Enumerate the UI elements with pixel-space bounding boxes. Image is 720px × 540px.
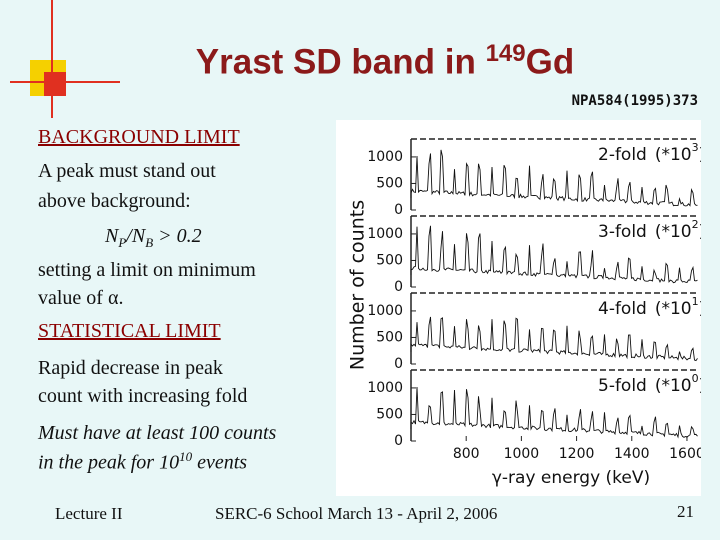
text-part: in the peak for (38, 451, 160, 474)
panel-label: 4-fold (*101) (598, 295, 701, 319)
x-tick-label: 1600 (669, 446, 701, 462)
text-line: A peak must stand out (38, 160, 216, 182)
panel-label-part: 1 (692, 295, 699, 308)
formula-sub: P (118, 235, 127, 250)
x-axis-label: γ-ray energy (keV) (492, 468, 650, 488)
y-tick-label: 0 (394, 356, 403, 372)
text-line: above background: (38, 190, 191, 212)
y-tick-label: 500 (376, 252, 403, 268)
panel-label-part: 4-fold (598, 299, 647, 319)
formula-part: > 0.2 (153, 225, 202, 247)
x-tick-label: 800 (453, 446, 480, 462)
text-sup: 10 (179, 449, 193, 464)
text-line: Must have at least 100 counts (38, 422, 277, 444)
title-text: Gd (525, 42, 575, 82)
title: Yrast SD band in 149Gd (0, 40, 720, 83)
panel-label-part: ) (699, 145, 701, 165)
panel-label-part: 0 (692, 372, 699, 385)
formula: NP/NB > 0.2 (105, 225, 202, 251)
panel-label-part: (*10 (655, 376, 692, 396)
y-tick-label: 1000 (367, 380, 403, 396)
formula-part: /N (126, 225, 146, 247)
formula-part: N (105, 225, 119, 247)
panel-label-part: 3 (692, 141, 699, 154)
decoration (10, 0, 120, 118)
text-part: events (192, 451, 248, 474)
panel-label-part: (*10 (655, 222, 692, 242)
heading: BACKGROUND LIMIT (38, 126, 240, 148)
panel-label-part: 2 (692, 218, 699, 231)
panel-label-part: (*10 (655, 299, 692, 319)
page-number: 21 (677, 502, 694, 521)
footer-text: Lecture II (55, 504, 123, 523)
panel-label: 5-fold (*100) (598, 372, 701, 396)
spectrum-trace (410, 225, 698, 284)
panel-label: 3-fold (*102) (598, 218, 701, 242)
y-axis-label: Number of counts (347, 200, 369, 370)
text-line: count with increasing fold (38, 385, 248, 407)
text-line: Rapid decrease in peak (38, 357, 223, 379)
y-tick-label: 500 (376, 406, 403, 422)
text-part: 10 (159, 451, 180, 474)
y-tick-label: 0 (394, 433, 403, 449)
y-tick-label: 1000 (367, 226, 403, 242)
title-text: Yrast SD band in (195, 42, 486, 82)
y-tick-label: 500 (376, 329, 403, 345)
panel-label-part: 5-fold (598, 376, 647, 396)
text-line: setting a limit on minimum (38, 259, 256, 281)
y-tick-label: 0 (394, 202, 403, 218)
x-tick-label: 1200 (559, 446, 595, 462)
panel-label-part: (*10 (655, 145, 692, 165)
x-tick-label: 1400 (614, 446, 650, 462)
panel-label-part: 2-fold (598, 145, 647, 165)
panel-label-part: ) (699, 376, 701, 396)
panel-label: 2-fold (*103) (598, 141, 701, 165)
y-tick-label: 1000 (367, 149, 403, 165)
panel-label-part: 3-fold (598, 222, 647, 242)
reference: NPA584(1995)373 (571, 93, 698, 109)
y-tick-label: 500 (376, 175, 403, 191)
spectrum-trace (410, 386, 698, 439)
text-line: in the peak for 1010 events (38, 449, 247, 475)
y-tick-label: 0 (394, 279, 403, 295)
panel-label-part: ) (699, 222, 701, 242)
y-tick-label: 1000 (367, 303, 403, 319)
formula-sub: B (145, 235, 154, 250)
spectrum-figure: Number of counts γ-ray energy (keV) 0 500… (336, 120, 701, 496)
title-superscript: 149 (485, 40, 526, 67)
heading: STATISTICAL LIMIT (38, 320, 221, 342)
footer-text: SERC-6 School March 13 - April 2, 2006 (215, 504, 498, 523)
deco-square (44, 72, 66, 96)
panel-label-part: ) (699, 299, 701, 319)
spectrum-trace (410, 316, 698, 362)
text-line: value of α. (38, 287, 124, 309)
spectrum-trace (410, 149, 698, 207)
x-tick-label: 1000 (504, 446, 540, 462)
